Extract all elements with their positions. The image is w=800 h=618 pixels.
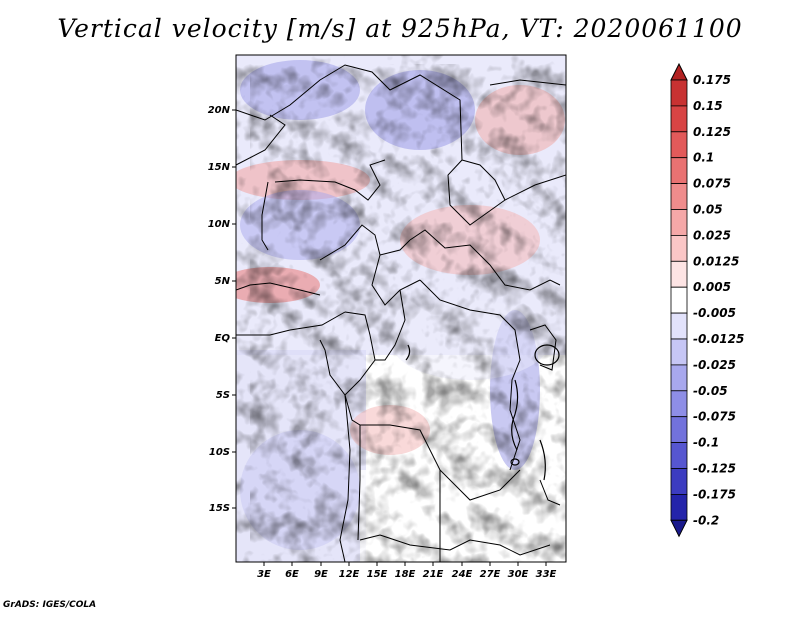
colorbar-box — [670, 79, 688, 107]
colorbar-box — [670, 416, 688, 444]
colorbar-box — [670, 131, 688, 159]
lat-label: EQ — [215, 333, 231, 344]
colorbar-box — [670, 183, 688, 210]
grads-credit: GrADS: IGES/COLA — [3, 600, 97, 610]
colorbar-box — [670, 234, 688, 262]
longitude-labels: 3E 6E 9E 12E 15E 18E 21E 24E 27E 30E 33E — [257, 562, 557, 580]
colorbar: 0.175 0.15 0.125 0.1 0.075 0.05 0.025 0.0125 0.0… — [670, 62, 744, 538]
colorbar-label: -0.005 — [693, 306, 736, 320]
colorbar-box — [670, 312, 688, 340]
colorbar-box — [670, 493, 688, 521]
lakes — [405, 344, 560, 481]
lon-label: 30E — [508, 569, 529, 580]
colorbar-box — [670, 338, 688, 366]
lat-label: 5N — [215, 276, 231, 287]
colorbar-bottom-arrow — [670, 519, 688, 538]
colorbar-box — [670, 157, 688, 184]
colorbar-label: 0.1 — [693, 151, 714, 165]
lat-label: 20N — [208, 105, 231, 116]
colorbar-box — [670, 260, 688, 288]
colorbar-box — [670, 442, 688, 469]
colorbar-label: -0.175 — [693, 487, 736, 501]
colorbar-label: 0.0125 — [693, 254, 739, 268]
country-borders — [236, 64, 566, 562]
colorbar-box — [670, 286, 688, 314]
colorbar-box — [670, 390, 688, 418]
lon-label: 21E — [423, 569, 444, 580]
lon-label: 27E — [480, 569, 501, 580]
colorbar-box — [670, 468, 688, 495]
lat-label: 10N — [208, 219, 231, 230]
colorbar-label: -0.075 — [693, 410, 736, 424]
colorbar-box — [670, 364, 688, 392]
colorbar-label: 0.005 — [693, 280, 731, 294]
lon-label: 24E — [452, 569, 473, 580]
lon-label: 12E — [339, 569, 360, 580]
map-title: Vertical velocity [m/s] at 925hPa, VT: 2… — [57, 14, 743, 43]
colorbar-label: -0.1 — [693, 436, 719, 450]
colorbar-box — [670, 105, 688, 133]
lon-label: 18E — [395, 569, 416, 580]
colorbar-label: -0.025 — [693, 358, 736, 372]
lon-label: 6E — [285, 569, 299, 580]
colorbar-label: 0.15 — [693, 99, 723, 113]
lat-label: 10S — [209, 447, 230, 458]
latitude-labels: 20N 15N 10N 5N EQ 5S 10S 15S — [208, 105, 236, 514]
colorbar-top-arrow — [670, 62, 688, 81]
colorbar-label: 0.025 — [693, 228, 731, 242]
colorbar-label: 0.125 — [693, 125, 731, 139]
colorbar-label: 0.175 — [693, 73, 731, 87]
colorbar-label: -0.2 — [693, 513, 719, 527]
colorbar-label: -0.05 — [693, 384, 728, 398]
lat-label: 5S — [216, 390, 230, 401]
lat-label: 15S — [209, 503, 230, 514]
colorbar-label: -0.0125 — [693, 332, 744, 346]
colorbar-label: 0.05 — [693, 203, 723, 217]
lon-label: 3E — [257, 569, 271, 580]
lon-label: 33E — [536, 569, 557, 580]
map-area — [236, 55, 566, 562]
lon-label: 15E — [367, 569, 388, 580]
map-frame — [235, 54, 567, 563]
lat-label: 15N — [208, 162, 231, 173]
colorbar-box — [670, 209, 688, 236]
colorbar-label: 0.075 — [693, 177, 731, 191]
colorbar-label: -0.125 — [693, 462, 736, 476]
lon-label: 9E — [314, 569, 328, 580]
